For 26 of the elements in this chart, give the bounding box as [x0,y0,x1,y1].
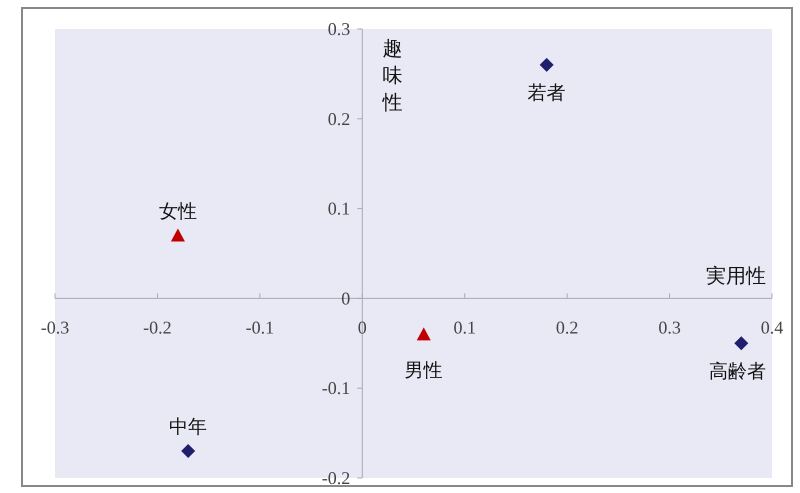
y-axis-title: 趣味性 [381,36,402,114]
point [734,336,748,350]
point [170,228,185,242]
y-tick-label: 0 [341,288,350,308]
y-tick-label: -0.1 [322,378,350,398]
annotation: 男性 [404,359,443,382]
point [181,444,196,458]
x-tick-label: 0.1 [453,317,476,338]
y-tick-label: 0.1 [328,198,350,219]
y-tick-label: 0.3 [328,19,350,39]
annotation: 女性 [158,200,197,223]
x-tick-label: 0.2 [556,317,578,338]
annotation: 高齢者 [708,360,766,382]
point [540,58,554,72]
x-tick-label: -0.2 [143,317,172,338]
annotation: 若者 [528,82,566,104]
y-tick-label: -0.2 [322,468,350,488]
x-tick-label: 0.3 [658,317,681,338]
point [416,327,431,340]
x-tick-label: 0 [358,317,367,338]
y-tick-label: 0.2 [328,108,350,129]
x-axis-title: 実用性 [706,263,766,288]
x-tick-label: 0.4 [760,317,784,338]
x-tick-label: -0.3 [40,317,70,338]
annotation: 中年 [169,416,208,438]
x-tick-label: -0.1 [246,317,274,338]
